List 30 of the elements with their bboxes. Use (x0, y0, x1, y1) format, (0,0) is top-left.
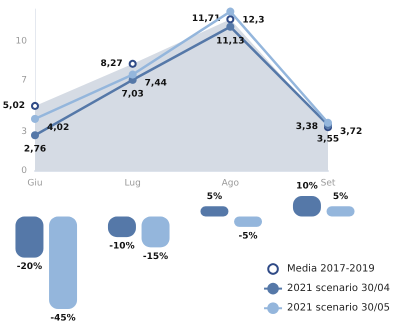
x-tick-label: Lug (124, 178, 141, 188)
data-label: -15% (142, 252, 168, 262)
data-label: 5% (332, 192, 348, 202)
data-label: -45% (50, 314, 76, 324)
data-label: -5% (238, 231, 258, 242)
data-label: 7,44 (144, 78, 167, 89)
data-label: -10% (109, 242, 135, 252)
data-label: 8,27 (100, 58, 123, 69)
x-tick-label: Giu (27, 178, 43, 188)
data-label: 12,3 (242, 16, 265, 26)
data-label: 5% (206, 192, 222, 202)
x-tick-label: Ago (222, 178, 240, 188)
y-tick-label: 0 (21, 166, 28, 176)
y-tick-label: 3 (21, 127, 27, 138)
data-label: 3,38 (296, 122, 318, 132)
data-label: 7,03 (122, 89, 144, 100)
data-label: 3,55 (316, 134, 340, 144)
data-label: 10% (296, 182, 318, 192)
data-label: 11,13 (216, 36, 245, 46)
legend-label: 2021 scenario 30/04 (287, 283, 390, 294)
data-label: 5,02 (2, 100, 25, 111)
legend-label: 2021 scenario 30/05 (287, 302, 390, 314)
y-tick-label: 10 (16, 36, 28, 46)
legend-label: Media 2017-2019 (287, 264, 375, 274)
y-tick-label: 7 (21, 75, 27, 86)
data-label: 2,76 (24, 144, 46, 155)
data-label: 4,02 (47, 122, 70, 133)
data-label: -20% (16, 262, 42, 272)
data-label: 3,72 (340, 126, 362, 137)
x-tick-label: Set (320, 178, 336, 188)
